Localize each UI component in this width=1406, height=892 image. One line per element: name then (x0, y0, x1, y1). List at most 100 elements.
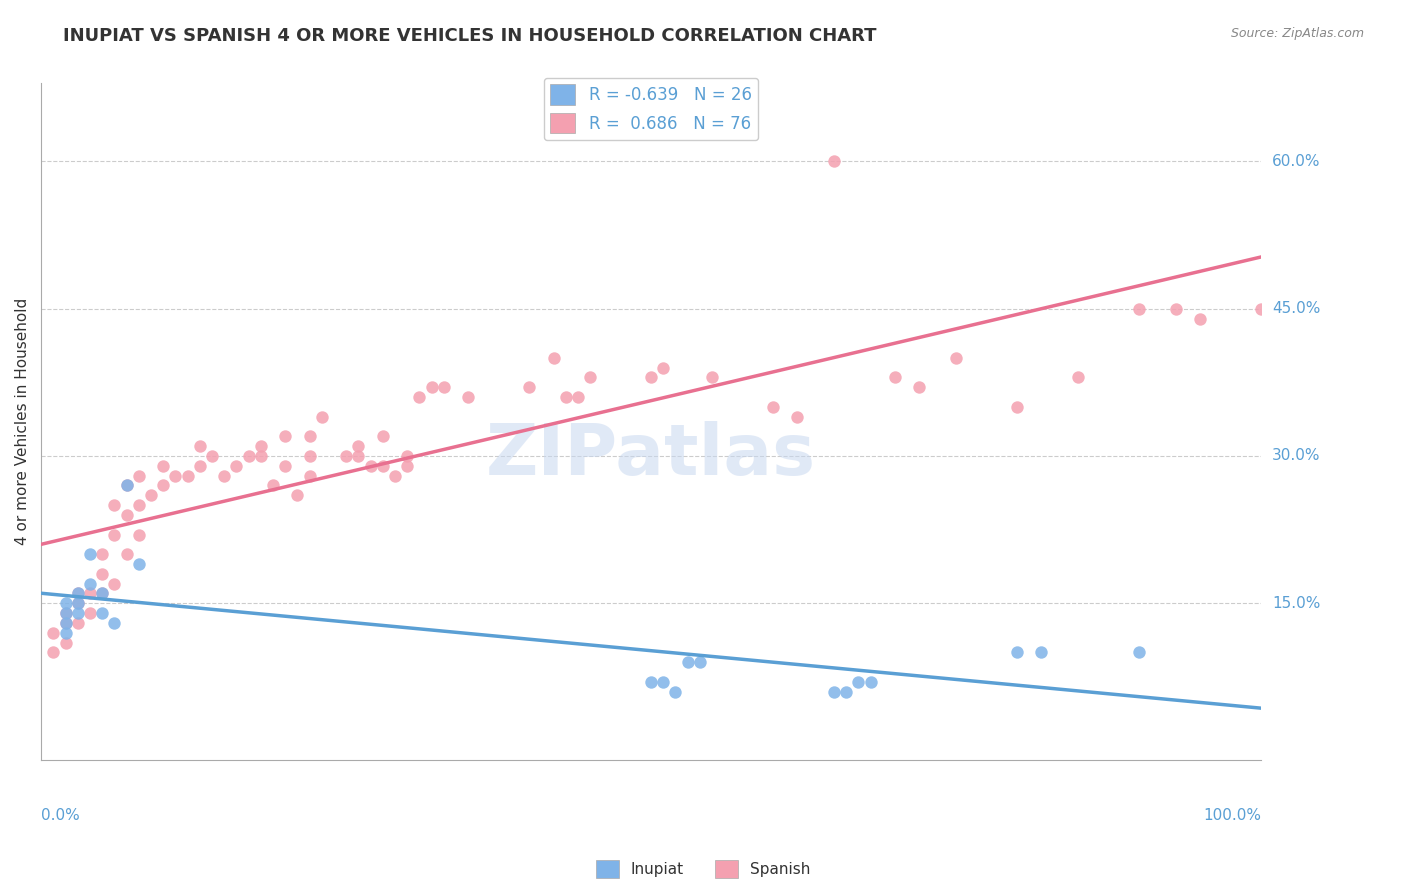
Point (91, 606, 114, 620)
Point (103, 498, 125, 512)
Text: 60.0%: 60.0% (1272, 154, 1320, 169)
Point (128, 557, 150, 571)
Point (554, 390, 576, 404)
Point (1128, 301, 1150, 316)
Point (212, 468, 235, 483)
Point (66, 615, 89, 630)
Point (884, 370, 907, 384)
Point (298, 449, 321, 463)
Text: INUPIAT VS SPANISH 4 OR MORE VEHICLES IN HOUSEHOLD CORRELATION CHART: INUPIAT VS SPANISH 4 OR MORE VEHICLES IN… (63, 27, 877, 45)
Point (249, 439, 271, 453)
Point (1189, 311, 1212, 326)
Point (347, 439, 370, 453)
Point (115, 478, 138, 492)
Point (79, 576, 101, 591)
Point (66, 596, 89, 610)
Point (55, 635, 77, 649)
Point (652, 674, 675, 689)
Legend: Inupiat, Spanish: Inupiat, Spanish (589, 854, 817, 884)
Point (335, 449, 357, 463)
Point (79, 547, 101, 561)
Point (676, 655, 699, 669)
Point (152, 478, 174, 492)
Point (298, 468, 321, 483)
Point (689, 655, 711, 669)
Point (1250, 301, 1272, 316)
Text: Source: ZipAtlas.com: Source: ZipAtlas.com (1230, 27, 1364, 40)
Point (66, 586, 89, 600)
Point (42, 625, 65, 640)
Text: ZIPatlas: ZIPatlas (486, 421, 815, 490)
Point (823, 154, 845, 169)
Point (408, 390, 430, 404)
Point (298, 429, 321, 443)
Point (371, 458, 394, 473)
Point (859, 674, 882, 689)
Point (225, 458, 247, 473)
Point (55, 606, 77, 620)
Point (908, 380, 931, 394)
Point (396, 449, 419, 463)
Point (188, 439, 211, 453)
Point (238, 449, 260, 463)
Point (79, 586, 101, 600)
Point (66, 596, 89, 610)
Point (762, 400, 785, 414)
Point (274, 429, 297, 443)
Point (347, 449, 370, 463)
Point (786, 409, 808, 424)
Point (115, 478, 138, 492)
Point (457, 390, 479, 404)
Point (652, 360, 675, 375)
Point (55, 625, 77, 640)
Point (128, 527, 150, 541)
Point (249, 449, 271, 463)
Point (823, 684, 845, 698)
Point (176, 468, 198, 483)
Point (543, 351, 565, 365)
Point (165, 468, 187, 483)
Legend: R = -0.639   N = 26, R =  0.686   N = 76: R = -0.639 N = 26, R = 0.686 N = 76 (544, 78, 758, 140)
Point (311, 409, 333, 424)
Point (115, 547, 138, 561)
Point (360, 458, 382, 473)
Point (640, 370, 662, 384)
Point (79, 606, 101, 620)
Point (91, 586, 114, 600)
Point (42, 645, 65, 659)
Y-axis label: 4 or more Vehicles in Household: 4 or more Vehicles in Household (15, 298, 30, 545)
Point (579, 370, 602, 384)
Point (55, 615, 77, 630)
Point (274, 458, 297, 473)
Point (285, 488, 308, 502)
Text: 100.0%: 100.0% (1204, 808, 1261, 822)
Point (115, 508, 138, 522)
Point (152, 458, 174, 473)
Text: 30.0%: 30.0% (1272, 449, 1320, 464)
Point (1005, 400, 1028, 414)
Point (128, 468, 150, 483)
Text: 0.0%: 0.0% (41, 808, 80, 822)
Point (433, 380, 456, 394)
Point (1164, 301, 1187, 316)
Point (420, 380, 443, 394)
Point (567, 390, 589, 404)
Point (371, 429, 394, 443)
Point (139, 488, 162, 502)
Point (103, 576, 125, 591)
Text: 45.0%: 45.0% (1272, 301, 1320, 316)
Point (55, 596, 77, 610)
Point (945, 351, 967, 365)
Point (55, 606, 77, 620)
Point (55, 615, 77, 630)
Point (1031, 645, 1053, 659)
Point (384, 468, 406, 483)
Point (91, 547, 114, 561)
Point (103, 615, 125, 630)
Point (664, 684, 686, 698)
Point (517, 380, 540, 394)
Point (91, 566, 114, 581)
Point (396, 458, 419, 473)
Point (201, 449, 224, 463)
Point (1128, 645, 1150, 659)
